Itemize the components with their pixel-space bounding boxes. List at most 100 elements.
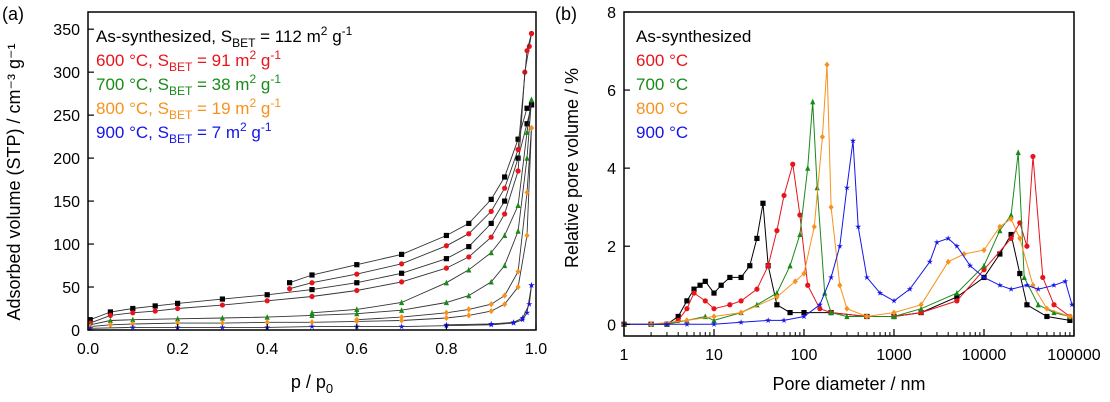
panel-a-ytick-label: 300 xyxy=(53,65,80,82)
panel-a-series-0-point xyxy=(309,272,315,278)
panel-a-series-2-point xyxy=(354,310,360,317)
panel-a-series-0-desorption-line xyxy=(289,104,532,284)
panel-b-series-1-point xyxy=(684,306,690,312)
panel-a-series-1-point xyxy=(287,286,293,292)
panel-a-series-3-point xyxy=(219,320,225,327)
panel-a-series-1-point xyxy=(515,168,521,174)
panel-a-series-2-point xyxy=(524,155,530,161)
panel-a-series-2-point xyxy=(488,278,494,285)
panel-b-series-4-point xyxy=(945,235,952,241)
panel-a-series-2-point xyxy=(524,129,530,135)
panel-a-series-1-point xyxy=(528,30,535,37)
panel-a-series-2-point xyxy=(399,307,405,313)
panel-b-series-4-point xyxy=(765,317,772,323)
panel-b-series-4-point xyxy=(1062,278,1069,284)
panel-a-series-0-point xyxy=(515,155,521,161)
panel-a-label: (a) xyxy=(2,4,24,24)
panel-b-ylabel: Relative pore volume / % xyxy=(562,68,582,268)
panel-b-series-3-point xyxy=(837,282,843,289)
panel-b-series-0-point xyxy=(787,309,793,316)
panel-a-series-1-point xyxy=(354,287,360,294)
panel-b-legend-entry: As-synthesized xyxy=(636,27,751,46)
panel-a-legend-entry: As-synthesized, SBET = 112 m2 g-1 xyxy=(96,24,353,50)
panel-a-xtick-label: 0.8 xyxy=(435,341,457,358)
panel-b-xtick-label: 1 xyxy=(620,347,629,364)
panel-b-xlabel: Pore diameter / nm xyxy=(772,374,925,394)
panel-a-series-1-point xyxy=(264,298,270,304)
panel-b-series-4-point xyxy=(663,321,670,327)
panel-a-series-1-point xyxy=(502,185,508,191)
panel-b-series-3-point xyxy=(801,270,807,277)
panel-b-series-4-point xyxy=(711,321,717,327)
panel-a-series-3-point xyxy=(466,306,472,313)
panel-a-series-2-point xyxy=(443,299,449,306)
panel-a-series-3-point xyxy=(443,309,449,316)
panel-a-ytick-label: 50 xyxy=(62,280,80,297)
panel-b-series-0-point xyxy=(1067,317,1073,323)
panel-b-series-0-point xyxy=(702,278,708,284)
panel-b-legend-entry: 600 °C xyxy=(636,51,688,70)
panel-b-series-3-point xyxy=(981,247,987,254)
panel-b-series-1-point xyxy=(1024,243,1030,249)
panel-a-series-1-point xyxy=(488,208,494,214)
panel-b-ytick-label: 6 xyxy=(607,83,616,100)
panel-b-series-1-point xyxy=(797,212,803,218)
panel-b-series-4-point xyxy=(981,274,987,280)
panel-b-series-1-point xyxy=(1008,235,1014,242)
panel-b-frame xyxy=(623,11,1075,337)
panel-a-series-4-point xyxy=(524,309,531,316)
panel-a-series-4-point xyxy=(488,320,495,327)
panel-b-legend-entry: 700 °C xyxy=(636,75,688,94)
panel-a-series-4-point xyxy=(87,325,94,331)
panel-b-ytick-label: 8 xyxy=(607,5,616,22)
panel-b-series-0-point xyxy=(1008,231,1014,238)
panel-b-series-4-point xyxy=(967,262,974,269)
panel-b-series-4-point xyxy=(906,286,913,292)
panel-b-series-1-point xyxy=(774,228,780,234)
panel-b-series-2-point xyxy=(1008,211,1014,218)
panel-a-series-3-point xyxy=(515,268,521,275)
panel-b-series-0-point xyxy=(774,302,780,308)
panel-b-xtick-label: 10000 xyxy=(962,347,1007,364)
panel-a-series-4-point xyxy=(519,314,526,321)
panel-a-series-0-point xyxy=(524,105,530,111)
panel-b-series-3-point xyxy=(891,309,897,316)
panel-b-series-4-point xyxy=(933,239,940,245)
panel-b-series-4-point xyxy=(781,317,788,323)
panel-b-series-4-point xyxy=(1023,282,1030,288)
panel-b-series-0-point xyxy=(1017,270,1023,277)
panel-a-series-3-point xyxy=(175,320,181,327)
panel-a-series-3-point xyxy=(524,232,530,239)
panel-b-series-4-point xyxy=(1035,286,1042,292)
panel-b-series-3-point xyxy=(1008,215,1014,222)
panel-a-series-1-point xyxy=(466,254,472,260)
panel-b-series-3-point xyxy=(864,313,870,320)
panel-b-series-4-point xyxy=(926,258,933,265)
panel-a-series-3-point xyxy=(107,321,113,328)
panel-b-series-3-point xyxy=(819,133,825,141)
panel-a-series-4-point xyxy=(510,319,517,325)
panel-a-series-2-point xyxy=(130,316,136,323)
panel-b-series-0-point xyxy=(954,294,960,300)
panel-a-series-0-point xyxy=(502,198,508,204)
panel-b-series-4-point xyxy=(1008,286,1015,292)
panel-a-series-0-point xyxy=(399,270,405,276)
panel-a-series-1-adsorption-line xyxy=(90,33,532,324)
panel-a-series-2-point xyxy=(502,262,508,269)
panel-b-legend-entry: 800 °C xyxy=(636,99,688,118)
panel-a-series-0-point xyxy=(466,244,472,250)
panel-b-series-4-point xyxy=(801,313,807,320)
panel-b-series-1-point xyxy=(738,298,744,304)
panel-b-series-0-point xyxy=(691,286,697,292)
panel-b-series-3-point xyxy=(918,301,924,308)
panel-b-series-1-point xyxy=(954,298,960,304)
panel-a-ytick-label: 150 xyxy=(53,194,80,211)
panel-b-series-3-point xyxy=(1067,313,1073,320)
panel-a-series-4-point xyxy=(526,301,533,307)
panel-a-series-3-point xyxy=(354,316,360,323)
panel-b-series-1-point xyxy=(918,309,924,316)
panel-b-series-2-point xyxy=(711,317,717,323)
panel-b-legend-entry: 900 °C xyxy=(636,123,688,142)
panel-b-series-0-point xyxy=(684,298,690,304)
panel-a-ylabel: Adsorbed volume (STP) / cm⁻³ g⁻¹ xyxy=(4,43,24,320)
